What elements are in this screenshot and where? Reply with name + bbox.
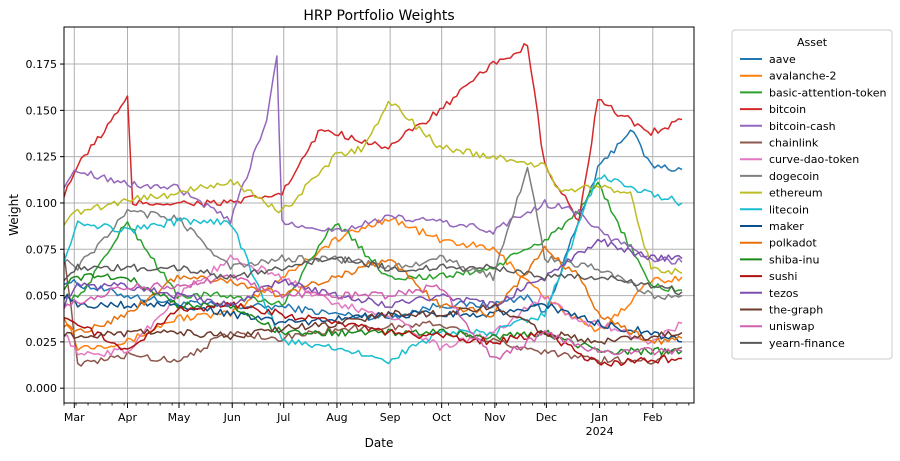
x-tick-label: Dec xyxy=(536,411,557,424)
legend-label: tezos xyxy=(769,287,799,300)
x-tick-label: Sep xyxy=(380,411,401,424)
series-line-sushi xyxy=(63,301,682,367)
legend-label: bitcoin-cash xyxy=(769,120,836,133)
legend-label: the-graph xyxy=(769,304,823,317)
x-tick-label: Jul xyxy=(276,411,290,424)
chart-title: HRP Portfolio Weights xyxy=(303,8,454,24)
y-axis-ticks: 0.000 0.025 0.050 0.075 0.100 0.125 0.150 0.175 xyxy=(26,58,64,395)
series-line-bitcoin xyxy=(63,43,683,222)
legend-label: chainlink xyxy=(769,137,819,150)
series-line-litecoin xyxy=(63,174,683,365)
legend-label: ethereum xyxy=(769,187,823,200)
legend-title: Asset xyxy=(797,36,828,49)
y-axis-label: Weight xyxy=(7,194,21,236)
x-tick-label: Oct xyxy=(432,411,452,424)
x-tick-label: Jun xyxy=(223,411,241,424)
series-line-the-graph xyxy=(63,303,683,345)
legend-label: basic-attention-token xyxy=(769,86,886,99)
y-tick-label: 0.075 xyxy=(26,243,58,256)
y-tick-label: 0.025 xyxy=(26,336,58,349)
series-line-polkadot xyxy=(63,245,683,345)
series-line-basic-attention-token xyxy=(63,181,683,307)
legend-label: bitcoin xyxy=(769,103,806,116)
y-tick-label: 0.125 xyxy=(26,151,58,164)
x-tick-label: Feb xyxy=(643,411,662,424)
series-line-tezos xyxy=(63,238,683,309)
x-tick-label: Aug xyxy=(326,411,347,424)
x-tick-label: May xyxy=(168,411,191,424)
series-lines xyxy=(63,43,683,367)
x-tick-label: Mar xyxy=(64,411,85,424)
legend-label: maker xyxy=(769,220,804,233)
legend-label: uniswap xyxy=(769,320,814,333)
y-tick-label: 0.050 xyxy=(26,290,58,303)
legend-label: sushi xyxy=(769,270,797,283)
y-tick-label: 0.175 xyxy=(26,58,58,71)
legend-label: yearn-finance xyxy=(769,337,845,350)
legend-label: dogecoin xyxy=(769,170,819,183)
series-line-yearn-finance xyxy=(63,256,683,296)
plot-area-frame xyxy=(63,26,695,404)
legend-label: avalanche-2 xyxy=(769,70,837,83)
series-line-bitcoin-cash xyxy=(63,55,683,265)
series-line-dogecoin xyxy=(63,166,683,301)
legend-label: curve-dao-token xyxy=(769,153,859,166)
series-line-curve-dao-token xyxy=(63,254,683,358)
legend-label: polkadot xyxy=(769,237,817,250)
legend: Asset aave avalanche-2 basic-attention-tok… xyxy=(731,29,893,360)
legend-box xyxy=(731,29,893,360)
y-tick-label: 0.000 xyxy=(26,382,58,395)
y-tick-label: 0.150 xyxy=(26,104,58,117)
series-line-uniswap xyxy=(63,274,683,360)
series-line-ethereum xyxy=(63,100,683,276)
x-tick-label: Nov xyxy=(484,411,506,424)
x-tick-label: Jan xyxy=(590,411,608,424)
x-tick-year-label: 2024 xyxy=(586,425,614,438)
x-axis-label: Date xyxy=(365,436,394,450)
legend-items: aave avalanche-2 basic-attention-token bitc… xyxy=(740,53,886,350)
legend-label: shiba-inu xyxy=(769,253,819,266)
legend-label: litecoin xyxy=(769,203,809,216)
legend-label: aave xyxy=(769,53,796,66)
y-tick-label: 0.100 xyxy=(26,197,58,210)
series-line-shiba-inu xyxy=(63,272,683,356)
grid xyxy=(64,27,694,403)
x-tick-label: Apr xyxy=(118,411,138,424)
